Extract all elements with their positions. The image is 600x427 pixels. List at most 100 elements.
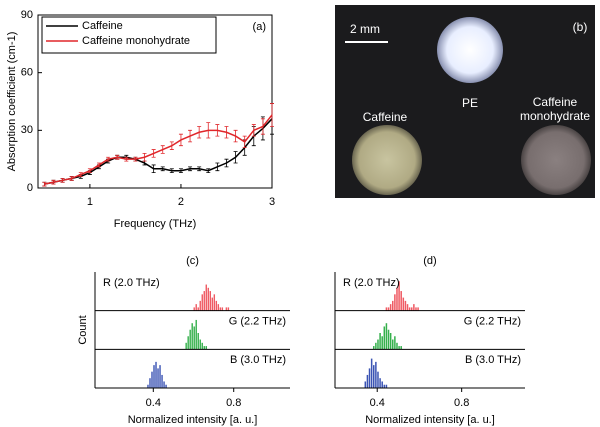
histogram-bar bbox=[193, 326, 195, 350]
histogram-bar bbox=[185, 342, 187, 350]
x-axis-label: Normalized intensity [a. u.] bbox=[128, 414, 258, 426]
histogram-bar bbox=[368, 368, 371, 388]
data-line bbox=[44, 114, 273, 185]
histogram-bar bbox=[205, 346, 207, 350]
histogram-bar bbox=[161, 374, 163, 388]
legend-label: Caffeine monohydrate bbox=[82, 35, 190, 47]
histogram-bar bbox=[165, 384, 167, 388]
error-bar bbox=[178, 168, 183, 174]
error-bar bbox=[51, 179, 56, 185]
x-tick-label: 3 bbox=[269, 196, 275, 208]
histogram-bar bbox=[398, 281, 400, 311]
histogram-bar bbox=[400, 291, 402, 311]
histogram-bar bbox=[366, 374, 369, 388]
error-bar bbox=[106, 156, 111, 162]
error-bar bbox=[188, 166, 193, 172]
panel-label: (a) bbox=[253, 21, 266, 33]
data-line bbox=[44, 118, 273, 185]
histogram-bar bbox=[215, 300, 218, 311]
histogram-bar bbox=[157, 368, 159, 388]
histogram-bar bbox=[381, 336, 383, 350]
histogram-bar bbox=[375, 342, 377, 350]
legend-box bbox=[41, 16, 217, 54]
histogram-bar bbox=[213, 294, 216, 311]
histogram-bar bbox=[193, 307, 195, 311]
panel-label: (c) bbox=[186, 255, 199, 267]
histogram-bar bbox=[151, 371, 153, 388]
histogram-bar bbox=[417, 307, 419, 311]
error-bar bbox=[233, 129, 238, 143]
histogram-bar bbox=[149, 378, 151, 388]
histogram-bar bbox=[201, 294, 203, 311]
error-bar bbox=[251, 124, 256, 137]
histogram-bar bbox=[197, 307, 199, 311]
series-label: G (2.2 THz) bbox=[464, 316, 521, 328]
histogram-bar bbox=[406, 304, 409, 311]
error-bar bbox=[188, 129, 193, 143]
histogram-bar bbox=[394, 294, 396, 311]
error-bar bbox=[142, 153, 147, 162]
histogram-bar bbox=[392, 300, 394, 311]
caffeine-sample bbox=[352, 125, 422, 195]
y-axis-label: Absorption coefficient (cm-1) bbox=[6, 32, 18, 172]
histogram-bar bbox=[221, 307, 224, 311]
error-bar bbox=[124, 156, 129, 162]
histogram-bar bbox=[377, 339, 379, 350]
histogram-bar bbox=[155, 361, 157, 388]
histogram-bar bbox=[389, 304, 392, 311]
error-bar bbox=[169, 141, 174, 150]
error-bar bbox=[197, 126, 202, 139]
histogram-bar bbox=[159, 365, 161, 388]
histogram-bar bbox=[191, 323, 193, 350]
histogram-bar bbox=[203, 291, 205, 311]
y-tick-label: 90 bbox=[21, 9, 33, 21]
error-bar bbox=[115, 154, 120, 160]
histogram-bar bbox=[377, 371, 379, 388]
error-bar bbox=[206, 168, 211, 174]
histogram-bar bbox=[392, 339, 394, 350]
histogram-bar bbox=[195, 319, 197, 350]
histogram-bar bbox=[385, 323, 388, 350]
histogram-bar bbox=[197, 333, 199, 350]
histogram-bar bbox=[383, 326, 386, 350]
monohydrate-sample bbox=[521, 125, 591, 195]
x-axis-label: Normalized intensity [a. u.] bbox=[365, 414, 495, 426]
pe-sample bbox=[437, 17, 503, 83]
error-bar bbox=[224, 126, 229, 139]
error-bar bbox=[260, 118, 265, 135]
x-tick-label: 0.8 bbox=[226, 397, 241, 409]
histogram-bar bbox=[413, 304, 415, 311]
legend-label: Caffeine bbox=[82, 20, 123, 32]
histogram-bar bbox=[225, 307, 228, 311]
error-bar bbox=[206, 122, 211, 139]
y-tick-label: 0 bbox=[27, 182, 33, 194]
histogram-bar bbox=[187, 336, 189, 350]
plot-frame bbox=[37, 14, 273, 189]
histogram-bar bbox=[207, 287, 209, 311]
histogram-bar bbox=[147, 384, 149, 388]
series-label: G (2.2 THz) bbox=[229, 316, 286, 328]
x-tick-label: 0.4 bbox=[370, 397, 385, 409]
y-tick-label: 30 bbox=[21, 124, 33, 136]
histogram-bar bbox=[387, 307, 390, 311]
histogram-bar bbox=[394, 336, 396, 350]
series-label: R (2.0 THz) bbox=[103, 277, 160, 289]
histogram-bar bbox=[396, 287, 398, 311]
error-bar bbox=[151, 149, 156, 158]
histogram-bar bbox=[408, 307, 411, 311]
histogram-bar bbox=[163, 381, 165, 388]
error-bar bbox=[69, 176, 74, 181]
error-bar bbox=[215, 162, 220, 172]
histogram-bar bbox=[370, 358, 373, 388]
histogram-bar bbox=[201, 342, 203, 350]
x-tick-label: 0.8 bbox=[454, 397, 469, 409]
series-label: B (3.0 THz) bbox=[465, 354, 521, 366]
error-bar bbox=[233, 151, 238, 164]
error-bar bbox=[169, 168, 174, 174]
error-bar bbox=[197, 166, 202, 172]
histogram-bar bbox=[211, 297, 214, 311]
error-bar bbox=[97, 162, 102, 168]
histogram-bar bbox=[195, 304, 197, 311]
error-bar bbox=[87, 168, 92, 174]
